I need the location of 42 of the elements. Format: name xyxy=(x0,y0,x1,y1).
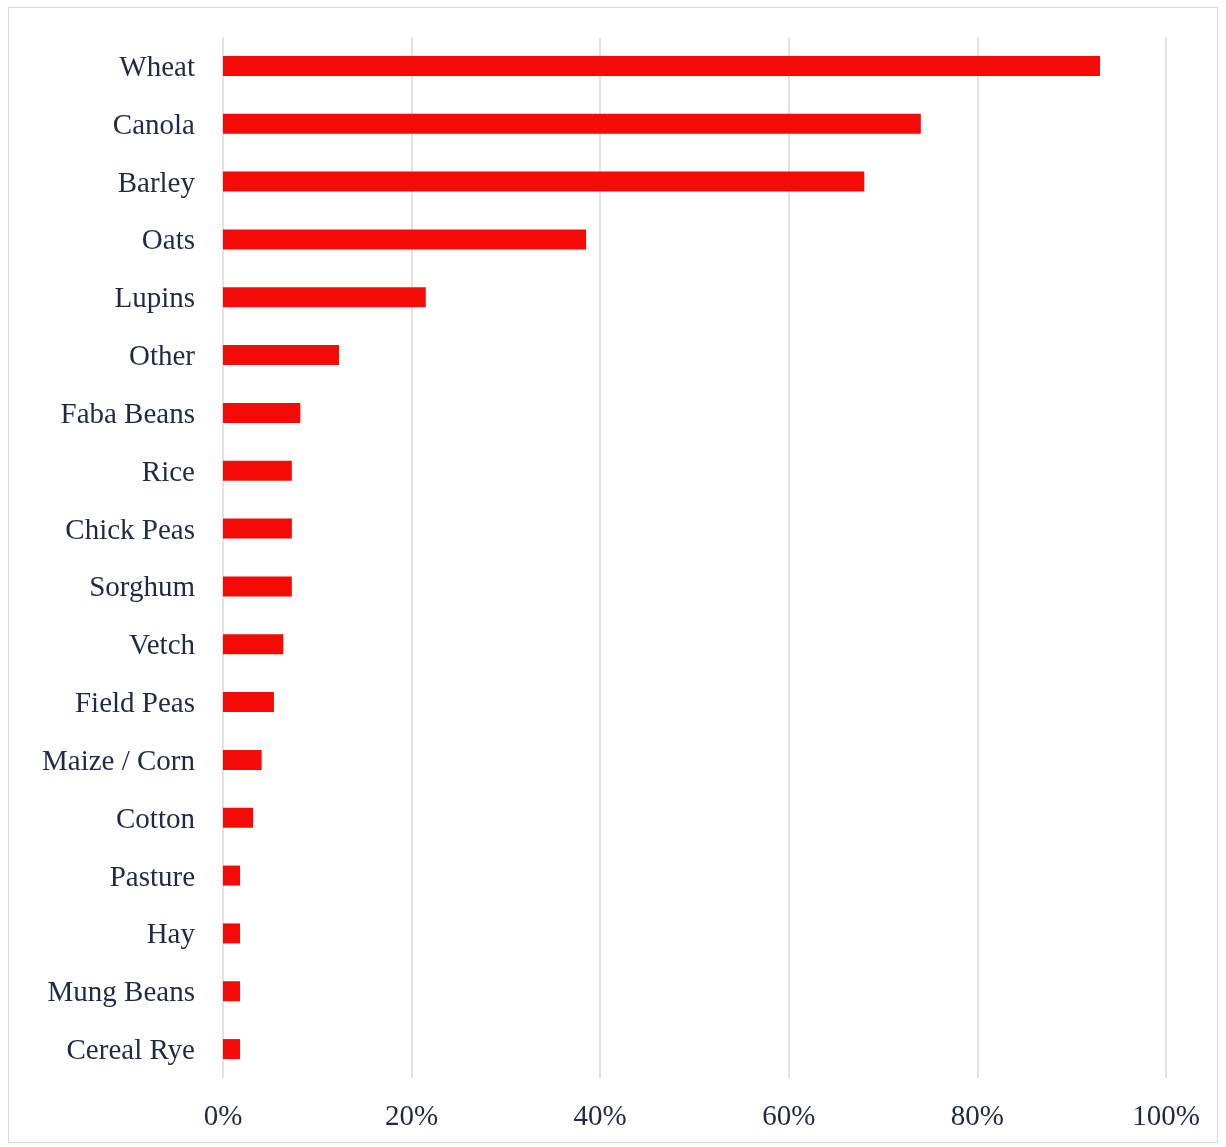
bar xyxy=(223,923,240,944)
bar xyxy=(223,634,284,655)
y-tick-label: Barley xyxy=(117,165,196,198)
bar xyxy=(223,345,339,366)
bar xyxy=(223,692,274,713)
y-tick-label: Sorghum xyxy=(89,570,196,603)
bar xyxy=(223,518,292,539)
bar xyxy=(223,460,292,481)
bar xyxy=(223,287,426,308)
y-tick-label: Hay xyxy=(146,917,196,950)
x-tick-label: 0% xyxy=(203,1098,243,1131)
bar xyxy=(223,749,262,770)
x-tick-label: 20% xyxy=(385,1098,439,1131)
y-tick-label: Maize / Corn xyxy=(41,743,196,776)
bar xyxy=(223,981,240,1002)
bar xyxy=(223,807,254,828)
y-tick-label: Rice xyxy=(141,454,195,487)
y-tick-label: Wheat xyxy=(119,49,195,82)
y-tick-label: Lupins xyxy=(114,281,195,314)
bar xyxy=(223,55,1100,76)
bar xyxy=(223,865,240,886)
y-tick-label: Mung Beans xyxy=(47,975,195,1008)
x-tick-label: 60% xyxy=(762,1098,816,1131)
bar xyxy=(223,402,301,423)
x-tick-label: 100% xyxy=(1132,1098,1200,1131)
bar xyxy=(223,1039,240,1060)
y-tick-label: Other xyxy=(128,339,196,372)
bar xyxy=(223,113,921,134)
y-tick-label: Field Peas xyxy=(74,686,195,719)
y-tick-label: Pasture xyxy=(109,859,195,892)
x-tick-label: 80% xyxy=(950,1098,1004,1131)
y-tick-label: Cereal Rye xyxy=(66,1033,195,1066)
y-tick-label: Vetch xyxy=(128,628,196,661)
y-tick-label: Oats xyxy=(141,223,195,256)
bar xyxy=(223,171,865,192)
y-tick-label: Faba Beans xyxy=(60,396,195,429)
y-tick-label: Chick Peas xyxy=(65,512,195,545)
y-tick-label: Canola xyxy=(112,107,196,140)
bar xyxy=(223,576,292,597)
x-tick-label: 40% xyxy=(573,1098,627,1131)
y-tick-label: Cotton xyxy=(116,801,196,834)
bar xyxy=(223,229,587,250)
